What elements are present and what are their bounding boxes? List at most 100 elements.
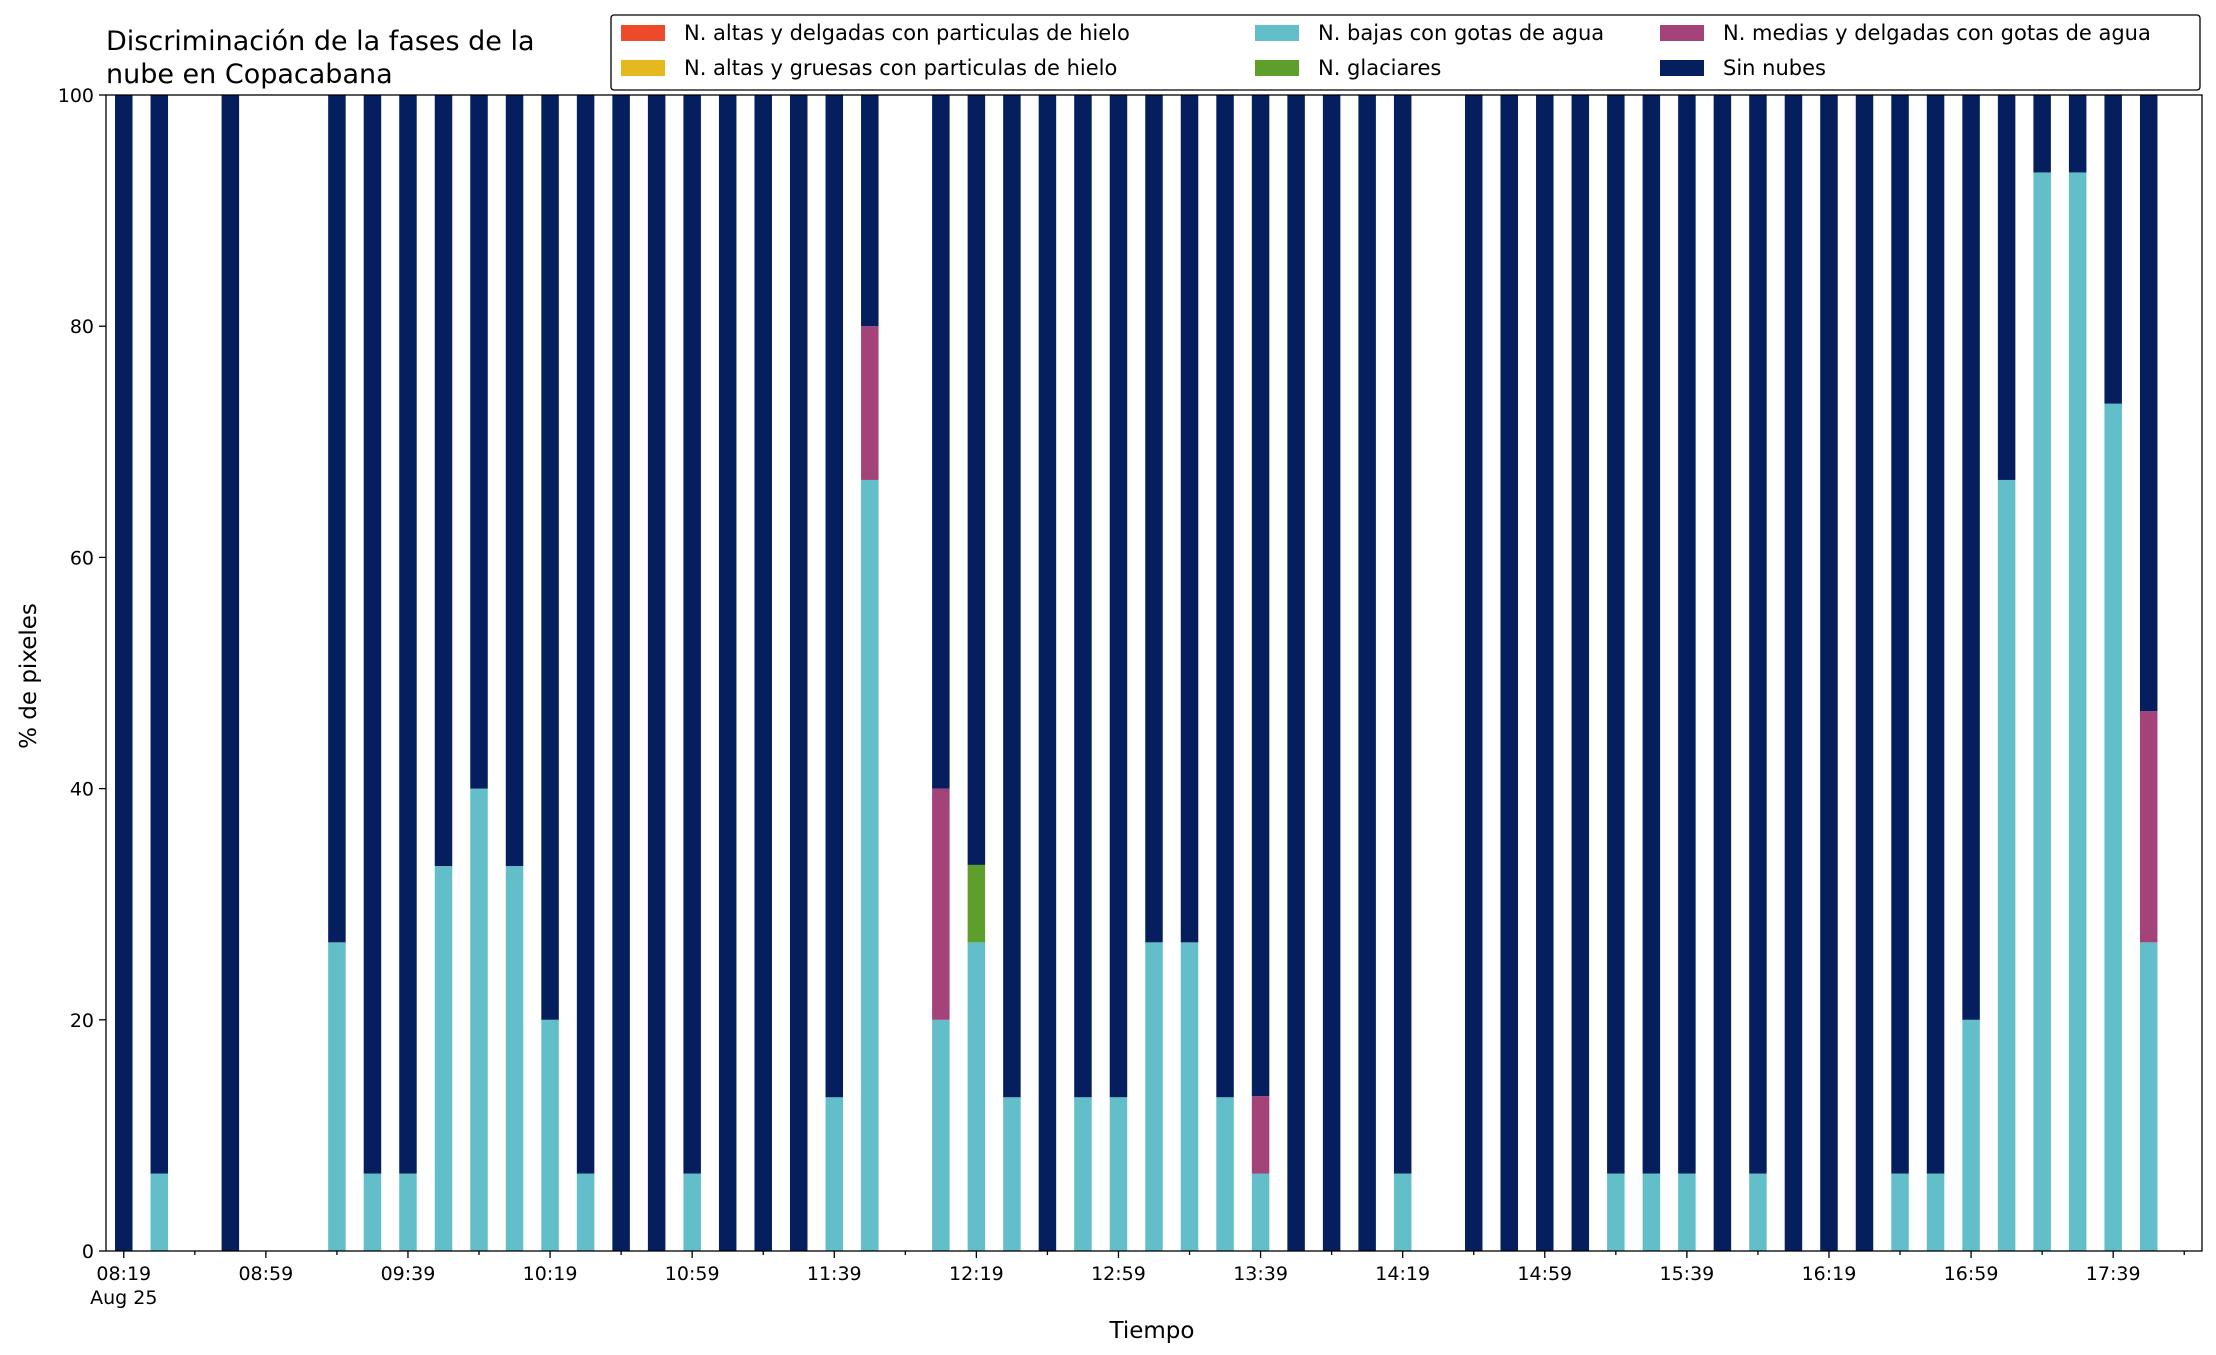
bar-segment-bajas	[1145, 942, 1163, 1251]
bar-segment-bajas	[2033, 172, 2051, 1251]
bar-segment-bajas	[1997, 479, 2016, 1251]
bar-segment-sin-nubes	[1287, 95, 1305, 1251]
bar-segment-sin-nubes	[861, 95, 879, 327]
bar-segment-medias	[861, 326, 879, 480]
bar-segment-sin-nubes	[1500, 95, 1519, 1251]
x-tick-label: 08:19	[96, 1263, 151, 1285]
legend-label-sin-nubes: Sin nubes	[1723, 56, 1826, 80]
bar-segment-bajas	[434, 866, 453, 1251]
bar-segment-bajas	[1180, 942, 1199, 1251]
x-tick-label: 17:39	[2086, 1263, 2141, 1285]
bar-segment-sin-nubes	[1891, 95, 1909, 1174]
bar-segment-sin-nubes	[1536, 95, 1554, 1251]
bar-segment-bajas	[1216, 1097, 1234, 1251]
bar-segment-sin-nubes	[150, 95, 169, 1174]
bar-segment-sin-nubes	[1820, 95, 1838, 1251]
x-date-label: Aug 25	[90, 1287, 157, 1309]
bar-segment-medias	[1251, 1096, 1270, 1174]
bar-segment-bajas	[1678, 1173, 1696, 1251]
bar-segment-sin-nubes	[1678, 95, 1696, 1174]
bar-segment-sin-nubes	[1607, 95, 1625, 1174]
bar-segment-sin-nubes	[825, 95, 844, 1098]
bar-segment-sin-nubes	[967, 95, 986, 865]
bar-segment-bajas	[861, 479, 879, 1251]
bar-segment-sin-nubes	[2139, 95, 2158, 712]
bar-segment-sin-nubes	[1180, 95, 1199, 943]
x-tick-label: 12:19	[949, 1263, 1004, 1285]
bar-segment-bajas	[363, 1173, 382, 1251]
x-tick-label: 16:19	[1802, 1263, 1857, 1285]
bar-segment-bajas	[683, 1173, 701, 1251]
bar-segment-sin-nubes	[718, 95, 737, 1251]
bar-segment-sin-nubes	[1749, 95, 1767, 1174]
y-axis-label: % de pixeles	[16, 603, 42, 749]
bar-segment-sin-nubes	[612, 95, 630, 1251]
bar-segment-sin-nubes	[1358, 95, 1376, 1251]
bar-segment-bajas	[1607, 1173, 1625, 1251]
bar-segment-bajas	[1749, 1173, 1767, 1251]
bar-segment-sin-nubes	[1464, 95, 1483, 1251]
legend-swatch-altas-delgadas	[621, 25, 665, 41]
y-tick-label: 40	[70, 779, 94, 801]
bar-segment-sin-nubes	[1393, 95, 1412, 1174]
y-tick-label: 20	[70, 1010, 94, 1032]
bar-segment-sin-nubes	[2033, 95, 2051, 173]
bar-segment-bajas	[150, 1173, 169, 1251]
bar-segment-bajas	[328, 942, 346, 1251]
bar-segment-sin-nubes	[1571, 95, 1590, 1251]
bar-segment-sin-nubes	[1322, 95, 1341, 1251]
bar-segment-sin-nubes	[434, 95, 453, 867]
bar-segment-bajas	[576, 1173, 595, 1251]
bar-segment-sin-nubes	[2104, 95, 2122, 404]
bar-segment-sin-nubes	[328, 95, 346, 943]
bar-segment-sin-nubes	[2068, 95, 2087, 173]
bar-segment-sin-nubes	[1784, 95, 1803, 1251]
bar-segment-bajas	[2068, 172, 2087, 1251]
bar-segment-bajas	[1393, 1173, 1412, 1251]
bar-segment-bajas	[932, 1019, 950, 1251]
bar-segment-bajas	[1251, 1173, 1270, 1251]
bar-segment-bajas	[1642, 1173, 1661, 1251]
x-tick-label: 09:39	[381, 1263, 436, 1285]
bar-segment-sin-nubes	[1145, 95, 1163, 943]
x-tick-label: 08:59	[238, 1263, 293, 1285]
bar-segment-sin-nubes	[363, 95, 382, 1174]
bar-segment-bajas	[399, 1173, 417, 1251]
bar-segment-sin-nubes	[221, 95, 240, 1251]
bar-segment-bajas	[2139, 942, 2158, 1251]
bar-segment-sin-nubes	[1962, 95, 1980, 1020]
x-tick-label: 14:59	[1517, 1263, 1572, 1285]
bar-segment-sin-nubes	[470, 95, 488, 789]
bar-segment-bajas	[505, 866, 524, 1251]
bar-segment-sin-nubes	[789, 95, 808, 1251]
bar-segment-bajas	[541, 1019, 559, 1251]
bar-segment-bajas	[470, 788, 488, 1251]
bar-segment-sin-nubes	[754, 95, 772, 1251]
bar-segment-bajas	[1962, 1019, 1980, 1251]
legend-swatch-bajas	[1255, 25, 1299, 41]
bar-segment-medias	[932, 788, 950, 1020]
x-axis-label: Tiempo	[1109, 1318, 1195, 1344]
legend-label-glaciares: N. glaciares	[1318, 56, 1441, 80]
y-tick-label: 80	[70, 316, 94, 338]
legend-swatch-medias	[1660, 25, 1704, 41]
bar-segment-sin-nubes	[1038, 95, 1057, 1251]
legend: N. altas y delgadas con particulas de hi…	[610, 14, 2201, 91]
x-tick-label: 12:59	[1091, 1263, 1146, 1285]
bar-segment-sin-nubes	[399, 95, 417, 1174]
bar-segment-medias	[2139, 711, 2158, 943]
bar-segment-sin-nubes	[1642, 95, 1661, 1174]
bar-segment-sin-nubes	[505, 95, 524, 867]
bar-segment-sin-nubes	[541, 95, 559, 1020]
bars-layer	[115, 95, 2158, 1252]
x-tick-label: 13:39	[1233, 1263, 1288, 1285]
x-tick-label: 14:19	[1375, 1263, 1430, 1285]
x-tick-label: 16:59	[1944, 1263, 1999, 1285]
bar-segment-sin-nubes	[1713, 95, 1732, 1251]
bar-segment-sin-nubes	[1855, 95, 1874, 1251]
chart-title-line-1: Discriminación de la fases de la	[106, 26, 535, 57]
bar-segment-bajas	[2104, 403, 2122, 1252]
legend-label-altas-gruesas: N. altas y gruesas con particulas de hie…	[684, 56, 1117, 80]
legend-label-altas-delgadas: N. altas y delgadas con particulas de hi…	[684, 21, 1130, 45]
